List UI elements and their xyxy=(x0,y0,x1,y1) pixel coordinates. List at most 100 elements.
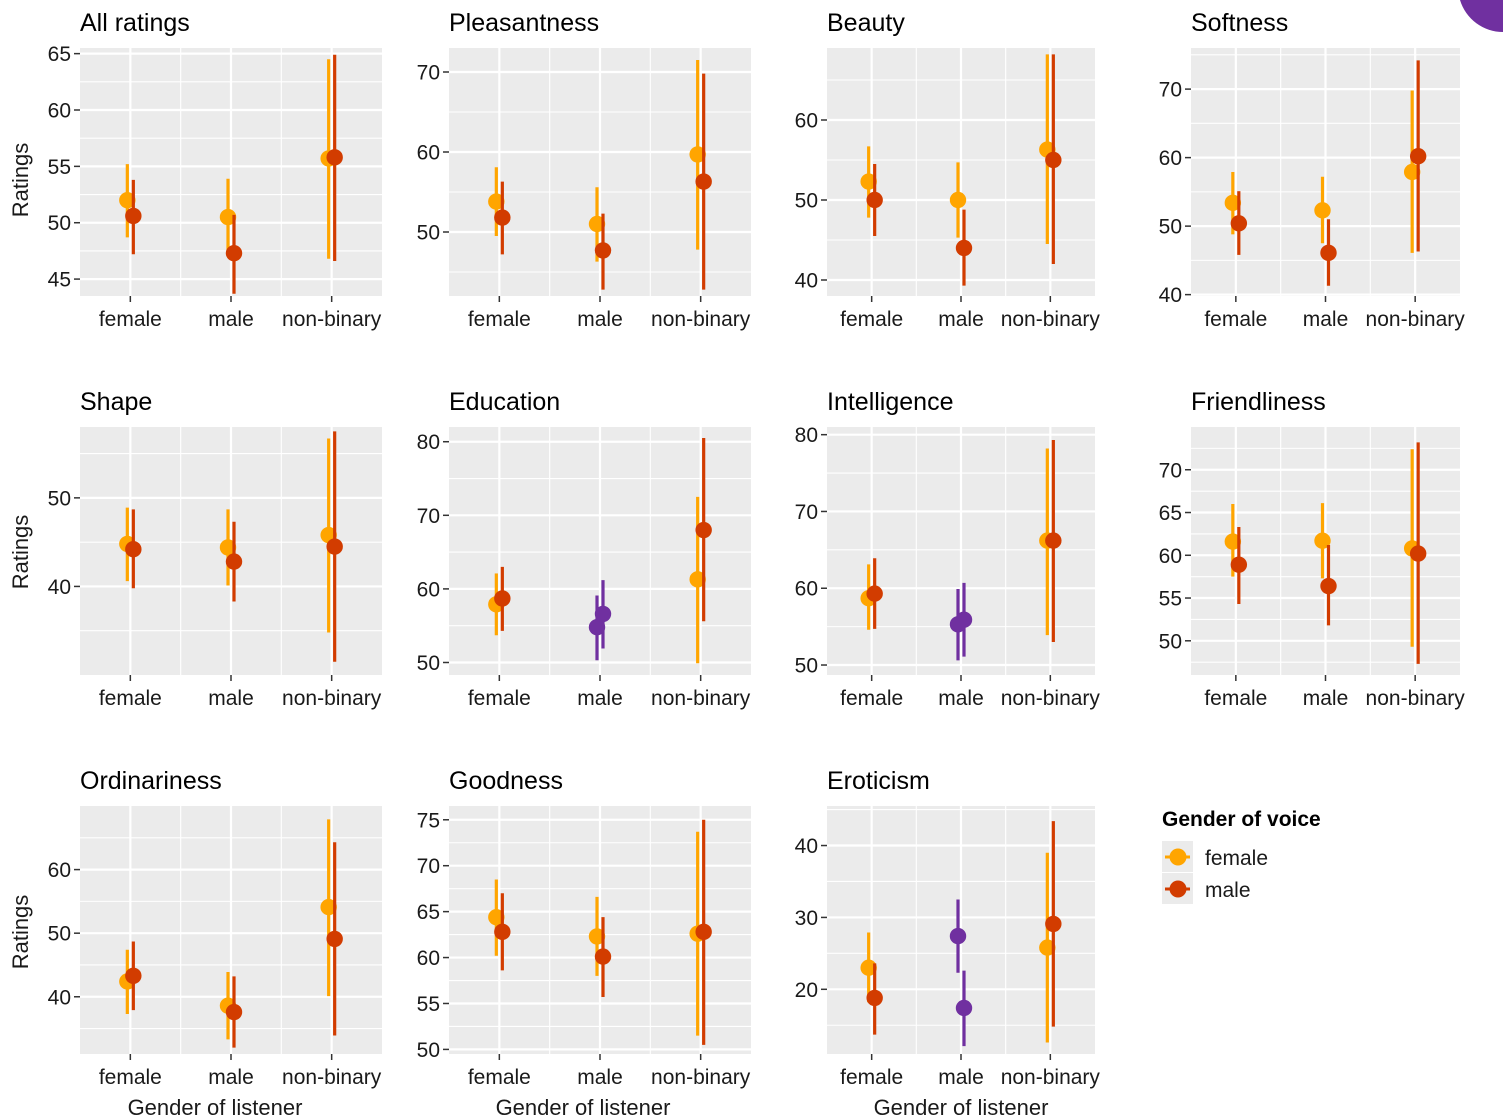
x-tick-label: female xyxy=(1204,308,1267,331)
panel-title: Intelligence xyxy=(827,388,953,416)
data-point xyxy=(225,1003,243,1021)
data-point xyxy=(1314,532,1331,549)
series-male xyxy=(125,431,343,662)
y-tick-label: 65 xyxy=(417,901,440,924)
data-point xyxy=(326,930,343,948)
data-point xyxy=(955,239,973,257)
x-tick-label: female xyxy=(1204,687,1267,710)
x-tick-label: non-binary xyxy=(1001,308,1101,331)
y-tick-label: 60 xyxy=(1159,147,1182,170)
series-male xyxy=(494,819,712,1045)
data-point xyxy=(1320,577,1337,595)
data-point xyxy=(1230,215,1248,232)
x-tick-label: non-binary xyxy=(1366,308,1466,331)
legend-key-point xyxy=(1169,848,1187,866)
y-tick-label: 40 xyxy=(795,270,818,293)
data-point xyxy=(594,605,612,623)
panel-intelligence: 50 60 70 80 female male non-binary Intelligence xyxy=(795,388,1101,710)
panel-title: Education xyxy=(449,388,560,416)
x-tick-label: non-binary xyxy=(282,308,382,331)
y-tick-label: 40 xyxy=(48,986,71,1009)
y-tick-label: 65 xyxy=(48,43,71,66)
data-point xyxy=(949,191,967,209)
panel-education: 50 60 70 80 female male non-binary Education xyxy=(417,388,751,710)
data-point xyxy=(488,908,505,926)
y-tick-label: 80 xyxy=(417,431,440,454)
x-tick-label: non-binary xyxy=(1366,687,1466,710)
data-point xyxy=(494,923,511,941)
x-tick-label: female xyxy=(840,1066,903,1089)
panel-softness: 40 50 60 70 female male non-binary Softness xyxy=(1159,9,1466,331)
panel-friendliness: 50 55 60 65 70 female male non-binary Friendline… xyxy=(1159,388,1466,710)
y-tick-label: 70 xyxy=(417,62,440,85)
data-point xyxy=(326,149,343,166)
x-tick-label: female xyxy=(468,308,531,331)
y-tick-label: 40 xyxy=(795,835,818,858)
series-female xyxy=(860,54,1056,244)
series-male xyxy=(125,842,343,1048)
x-tick-label: non-binary xyxy=(651,687,751,710)
x-tick-label: non-binary xyxy=(651,1066,751,1089)
x-tick-label: male xyxy=(577,687,623,710)
data-point xyxy=(1230,556,1248,573)
data-point xyxy=(955,611,973,628)
x-tick-label: male xyxy=(577,1066,623,1089)
data-point xyxy=(860,959,877,976)
data-point xyxy=(594,948,612,965)
x-tick-label: male xyxy=(208,308,254,331)
series-male xyxy=(866,821,1062,1047)
y-tick-label: 70 xyxy=(1159,459,1182,482)
panel-title: All ratings xyxy=(80,9,190,37)
x-tick-label: male xyxy=(938,308,984,331)
xlabel-col-1: Gender of listener xyxy=(128,1095,303,1120)
x-tick-label: non-binary xyxy=(651,308,751,331)
ylabel-row-1: Ratings xyxy=(8,143,33,218)
series-male xyxy=(494,73,712,290)
data-point xyxy=(119,191,136,209)
data-point xyxy=(689,571,706,588)
x-tick-label: non-binary xyxy=(282,1066,382,1089)
data-point xyxy=(320,898,337,916)
data-point xyxy=(326,538,343,555)
series-male xyxy=(866,54,1062,286)
x-tick-label: female xyxy=(99,687,162,710)
x-tick-label: male xyxy=(938,687,984,710)
y-tick-label: 60 xyxy=(1159,545,1182,568)
y-tick-label: 50 xyxy=(48,487,71,510)
panels: 45 50 55 60 65 female male non-binary All rating… xyxy=(48,9,1466,1089)
x-tick-label: female xyxy=(468,1066,531,1089)
data-point xyxy=(1224,533,1242,550)
series-male xyxy=(494,438,712,649)
panel-beauty: 40 50 60 female male non-binary Beauty xyxy=(795,9,1101,331)
x-tick-label: female xyxy=(468,687,531,710)
xlabel-col-3: Gender of listener xyxy=(874,1095,1049,1120)
y-tick-label: 50 xyxy=(48,212,71,235)
y-tick-label: 80 xyxy=(795,424,818,447)
data-point xyxy=(488,193,505,210)
panel-ordinariness: 40 50 60 female male non-binary Ordinariness xyxy=(48,767,382,1089)
corner-badge xyxy=(1460,0,1503,32)
ylabel-row-3: Ratings xyxy=(8,895,33,970)
y-tick-label: 40 xyxy=(48,576,71,599)
x-tick-label: non-binary xyxy=(282,687,382,710)
data-point xyxy=(866,989,883,1007)
x-tick-label: male xyxy=(208,1066,254,1089)
panel-title: Shape xyxy=(80,388,152,416)
panel-title: Friendliness xyxy=(1191,388,1326,416)
x-tick-label: non-binary xyxy=(1001,687,1101,710)
panel-title: Softness xyxy=(1191,9,1288,37)
ylabel-row-2: Ratings xyxy=(8,515,33,590)
y-tick-label: 55 xyxy=(48,156,71,179)
y-tick-label: 50 xyxy=(48,923,71,946)
data-point xyxy=(1403,163,1421,181)
x-tick-label: female xyxy=(99,308,162,331)
data-point xyxy=(125,967,142,984)
data-point xyxy=(594,242,612,259)
data-point xyxy=(695,923,712,941)
y-tick-label: 55 xyxy=(417,993,440,1016)
data-point xyxy=(1039,939,1056,956)
y-tick-label: 70 xyxy=(795,501,818,524)
data-point xyxy=(1320,244,1337,262)
panel-shape: 40 50 female male non-binary Shape xyxy=(48,388,382,710)
